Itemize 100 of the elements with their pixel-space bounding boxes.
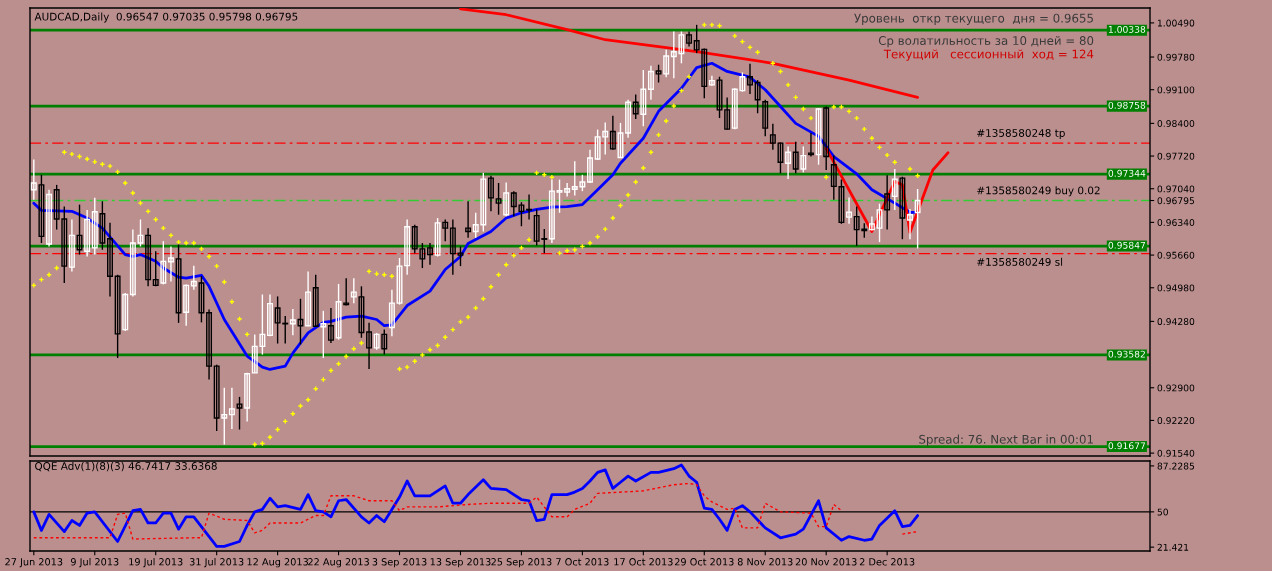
ref-line-label: 1.00338 [1108,25,1146,33]
candlestick [442,218,449,242]
y-tick-label: 0.99780 [1157,53,1195,61]
candlestick [807,132,814,158]
x-tick-label: 27 Jun 2013 [5,558,63,568]
x-tick-label: 7 Oct 2013 [556,558,609,566]
candlestick [907,208,913,240]
candlestick [891,168,898,211]
line-series [32,463,920,548]
candlestick [762,99,769,138]
candlestick [122,292,129,332]
candlestick [236,396,243,431]
candlestick [846,196,853,225]
ref-line-label: 0.95847 [1108,241,1146,249]
y-tick-label: 0.97040 [1157,185,1195,193]
x-tick-label: 13 Sep 2013 [430,558,491,568]
candlestick [183,283,190,327]
candlestick [632,93,639,120]
candlestick [190,264,197,291]
x-tick-label: 22 Aug 2013 [308,558,369,568]
x-tick-label: 25 Sep 2013 [491,558,552,568]
candlestick [244,372,251,423]
y-tick-label: 0.94980 [1157,284,1195,292]
candlestick [46,189,53,248]
candlestick [487,175,494,213]
x-tick-label: 12 Aug 2013 [247,558,308,568]
x-tick-label: 19 Jul 2013 [129,557,183,568]
candlestick [434,217,441,258]
candlestick [792,140,799,175]
candlestick [312,274,319,328]
x-tick-label: 8 Nov 2013 [737,558,793,566]
candlestick [686,30,693,48]
candlestick [289,308,296,337]
candlestick [38,174,45,244]
candlestick [914,188,921,250]
candlestick [91,197,98,256]
annotation: Ср волатильность за 10 дней = 80 [878,35,1094,48]
y-tick-label: 0.94280 [1157,318,1195,326]
candlestick [625,99,632,139]
y-tick-label: 0.96340 [1157,219,1195,226]
candlestick [754,79,761,114]
ref-line-label: 0.98758 [1108,101,1146,109]
candlestick [647,64,654,101]
candlestick [30,158,37,201]
candlestick [503,181,510,217]
ref-line-label: #1358580249 sl [977,257,1063,266]
candlestick [617,122,624,159]
candlestick [876,202,883,243]
y-tick-label: 21.421 [1157,543,1189,551]
x-tick-label: 20 Nov 2013 [795,558,857,566]
candlestick [899,176,906,240]
candlestick [267,293,273,338]
x-tick-label: 29 Oct 2013 [674,558,734,566]
candlestick [708,75,715,87]
y-tick-label: 0.98400 [1157,120,1195,127]
line-series [33,482,843,540]
candlestick [305,270,312,327]
candlestick [427,242,433,266]
candlestick [327,307,334,344]
candlestick [107,222,113,298]
y-tick-label: 0.92220 [1157,417,1195,425]
candlestick [84,209,91,258]
candlestick [366,322,373,370]
ref-line-label: 0.97344 [1108,169,1146,177]
candlestick [145,227,152,288]
candlestick [198,275,205,324]
candlestick [747,63,753,95]
y-tick-label: 0.99100 [1157,86,1195,94]
annotation: Spread: 76. Next Bar in 00:01 [919,434,1093,447]
candlestick [152,250,159,288]
candlestick [343,277,350,307]
candlestick [785,145,792,180]
x-tick-label: 2 Dec 2013 [859,558,915,566]
ref-line-label: 0.91677 [1108,442,1146,450]
candlestick [114,274,121,359]
candlestick [68,218,75,273]
candlestick [587,149,593,184]
y-tick-label: 0.91540 [1157,449,1195,457]
chart-title: AUDCAD,Daily 0.96547 0.97035 0.95798 0.96795 [34,12,298,23]
candlestick [815,107,822,166]
candlestick [495,182,502,216]
candlestick [381,328,388,356]
candlestick [221,387,228,446]
candlestick [884,174,891,231]
candlestick [167,245,174,283]
candlestick [358,285,365,339]
y-tick-label: 87.2285 [1157,462,1195,470]
candlestick [823,105,830,171]
candlestick [335,283,342,341]
y-tick-label: 0.92900 [1157,384,1195,392]
y-tick-label: 0.97720 [1157,152,1195,160]
candlestick [663,49,670,78]
candlestick [350,277,357,304]
candlestick [76,203,83,256]
y-tick-label: 50 [1157,508,1168,516]
ref-line-label: #1358580249 buy 0.02 [977,186,1100,197]
x-tick-label: 3 Sep 2013 [372,558,427,568]
ref-line-label: 0.93582 [1108,350,1145,358]
candlestick [609,114,616,151]
annotation: Уровень откр текущего дня = 0.9655 [854,13,1093,25]
